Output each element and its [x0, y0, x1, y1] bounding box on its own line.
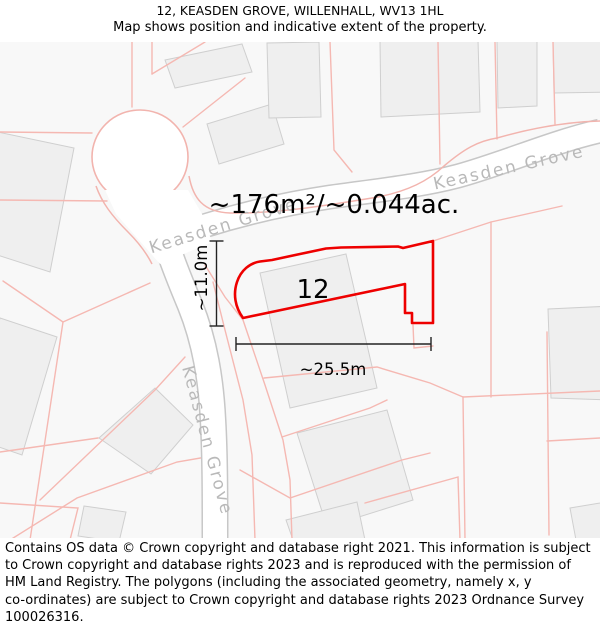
roads [91, 109, 600, 538]
page-title: 12, KEASDEN GROVE, WILLENHALL, WV13 1HL [156, 4, 444, 18]
height-measurement-label: ~11.0m [192, 245, 211, 312]
height-measurement-line [209, 240, 224, 327]
copyright-line: to Crown copyright and database rights 2… [5, 558, 571, 574]
copyright-line: co-ordinates) are subject to Crown copyr… [5, 592, 585, 608]
road-edge-pink [188, 120, 600, 214]
building [496, 42, 538, 109]
width-measurement-label: ~25.5m [300, 360, 367, 379]
building [379, 42, 481, 118]
building [77, 505, 127, 538]
road-edge-pink [95, 185, 153, 265]
building [569, 502, 600, 538]
property-map: Keasden Grove Keasden Grove Keasden Grov… [0, 42, 600, 538]
building [266, 42, 322, 119]
width-measurement-line [235, 337, 432, 351]
road-keasden-grove-east [147, 120, 600, 253]
parcel-boundaries [0, 42, 600, 538]
plot-number-label: 12 [296, 275, 329, 305]
header: 12, KEASDEN GROVE, WILLENHALL, WV13 1HL … [0, 3, 600, 36]
buildings [0, 42, 600, 538]
copyright-line: Contains OS data © Crown copyright and d… [5, 541, 591, 556]
building [0, 317, 58, 456]
building [285, 501, 366, 538]
building [547, 306, 600, 401]
map-canvas: Keasden Grove Keasden Grove Keasden Grov… [0, 42, 600, 538]
property-boundary-highlight [233, 239, 435, 325]
building [98, 387, 194, 475]
page-subtitle: Map shows position and indicative extent… [113, 20, 487, 35]
copyright-notice: Contains OS data © Crown copyright and d… [0, 540, 597, 625]
building [552, 42, 600, 94]
copyright-line: 100026316. [5, 609, 84, 625]
building [164, 43, 253, 89]
copyright-line: HM Land Registry. The polygons (includin… [5, 575, 532, 591]
area-label: ~176m²/~0.044ac. [209, 190, 460, 220]
building [206, 103, 285, 165]
building [0, 132, 75, 273]
